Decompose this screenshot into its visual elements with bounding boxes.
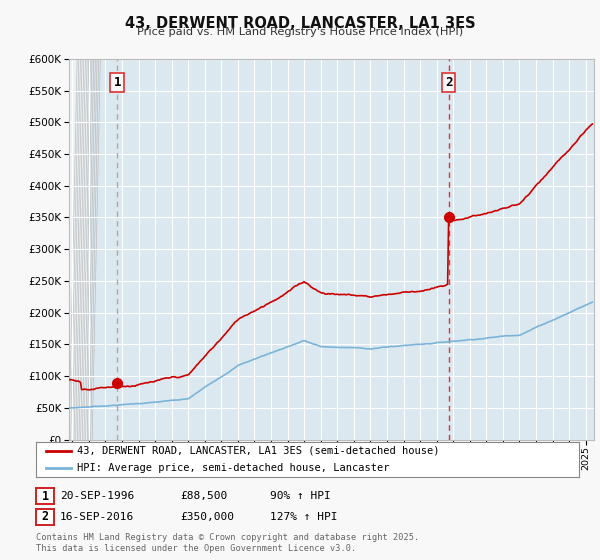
Text: 16-SEP-2016: 16-SEP-2016 bbox=[60, 512, 134, 522]
Text: 1: 1 bbox=[41, 489, 49, 503]
Text: Contains HM Land Registry data © Crown copyright and database right 2025.
This d: Contains HM Land Registry data © Crown c… bbox=[36, 533, 419, 553]
Text: £350,000: £350,000 bbox=[180, 512, 234, 522]
Text: £88,500: £88,500 bbox=[180, 491, 227, 501]
Text: Price paid vs. HM Land Registry's House Price Index (HPI): Price paid vs. HM Land Registry's House … bbox=[137, 27, 463, 37]
Text: 90% ↑ HPI: 90% ↑ HPI bbox=[270, 491, 331, 501]
Text: 43, DERWENT ROAD, LANCASTER, LA1 3ES (semi-detached house): 43, DERWENT ROAD, LANCASTER, LA1 3ES (se… bbox=[77, 446, 439, 456]
Text: 2: 2 bbox=[445, 76, 452, 89]
Text: 20-SEP-1996: 20-SEP-1996 bbox=[60, 491, 134, 501]
Text: 127% ↑ HPI: 127% ↑ HPI bbox=[270, 512, 337, 522]
Text: 1: 1 bbox=[113, 76, 121, 89]
Text: HPI: Average price, semi-detached house, Lancaster: HPI: Average price, semi-detached house,… bbox=[77, 463, 389, 473]
Text: 2: 2 bbox=[41, 510, 49, 524]
Text: 43, DERWENT ROAD, LANCASTER, LA1 3ES: 43, DERWENT ROAD, LANCASTER, LA1 3ES bbox=[125, 16, 475, 31]
